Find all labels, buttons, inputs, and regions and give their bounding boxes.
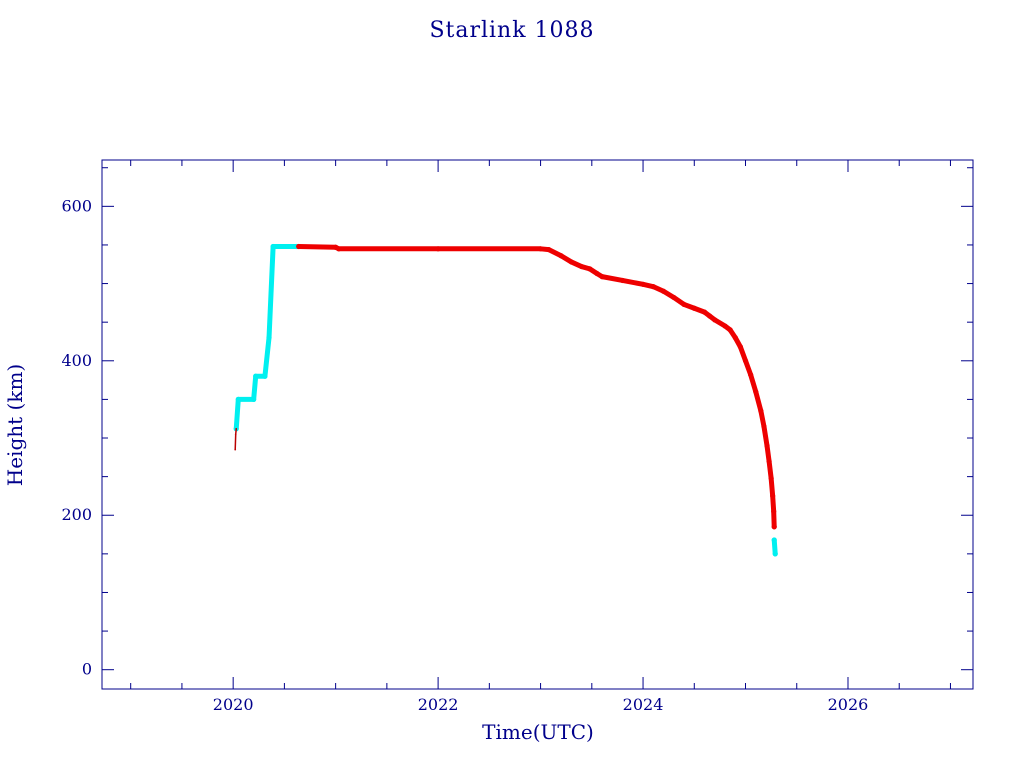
data-point <box>262 373 268 379</box>
data-point <box>737 344 743 350</box>
x-axis-ticks: 2020 2022 2024 2026 <box>130 160 951 714</box>
series-red-line <box>296 243 777 530</box>
series-darkred-line <box>234 428 237 451</box>
data-point <box>753 389 759 395</box>
data-point <box>722 323 728 329</box>
data-point <box>701 309 708 315</box>
data-point <box>771 537 777 543</box>
data-point <box>660 288 667 294</box>
x-tick-label: 2026 <box>828 695 869 714</box>
data-point <box>270 243 276 250</box>
data-point <box>766 458 772 464</box>
y-tick-label: 400 <box>61 351 92 370</box>
x-tick-label: 2022 <box>418 695 459 714</box>
data-point <box>558 253 564 259</box>
data-point <box>681 301 687 308</box>
data-point <box>768 475 774 481</box>
plot-frame <box>101 159 974 690</box>
data-point <box>764 443 770 449</box>
data-point <box>568 259 574 265</box>
data-point <box>742 358 749 364</box>
data-point <box>578 263 585 270</box>
y-tick-label: 200 <box>61 505 92 524</box>
data-point <box>537 246 544 252</box>
data-point <box>235 396 241 402</box>
data-point <box>770 493 776 499</box>
data-point <box>772 551 778 557</box>
data-point <box>599 274 605 280</box>
data-point <box>587 266 593 272</box>
data-point <box>266 335 272 341</box>
data-point <box>435 246 441 252</box>
data-point <box>771 508 777 514</box>
data-point <box>234 433 237 435</box>
data-point <box>707 313 713 319</box>
data-point <box>671 294 677 301</box>
data-point <box>732 335 738 341</box>
x-tick-label: 2020 <box>213 695 254 714</box>
data-point <box>251 396 257 402</box>
chart-title: Starlink 1088 <box>429 18 594 43</box>
x-axis-label: Time(UTC) <box>482 720 594 744</box>
data-point <box>234 448 237 451</box>
data-point <box>761 423 767 430</box>
data-point <box>619 277 626 284</box>
data-point <box>336 246 342 252</box>
data-point <box>296 243 302 250</box>
data-point <box>650 284 656 290</box>
data-point <box>253 373 259 379</box>
data-point <box>758 408 764 414</box>
data-point <box>640 281 646 287</box>
y-axis-label: Height (km) <box>3 364 27 486</box>
x-tick-label: 2024 <box>623 695 664 714</box>
data-point <box>235 427 238 430</box>
series-layer <box>233 243 778 557</box>
data-point <box>748 372 754 378</box>
data-point <box>594 270 600 277</box>
data-point <box>546 246 552 253</box>
y-axis-ticks: 0 200 400 600 <box>61 167 973 679</box>
data-point <box>771 524 777 530</box>
data-point <box>727 327 733 333</box>
y-tick-label: 0 <box>82 660 92 679</box>
data-point <box>712 317 718 323</box>
data-point <box>691 305 697 311</box>
y-tick-label: 600 <box>61 196 92 215</box>
